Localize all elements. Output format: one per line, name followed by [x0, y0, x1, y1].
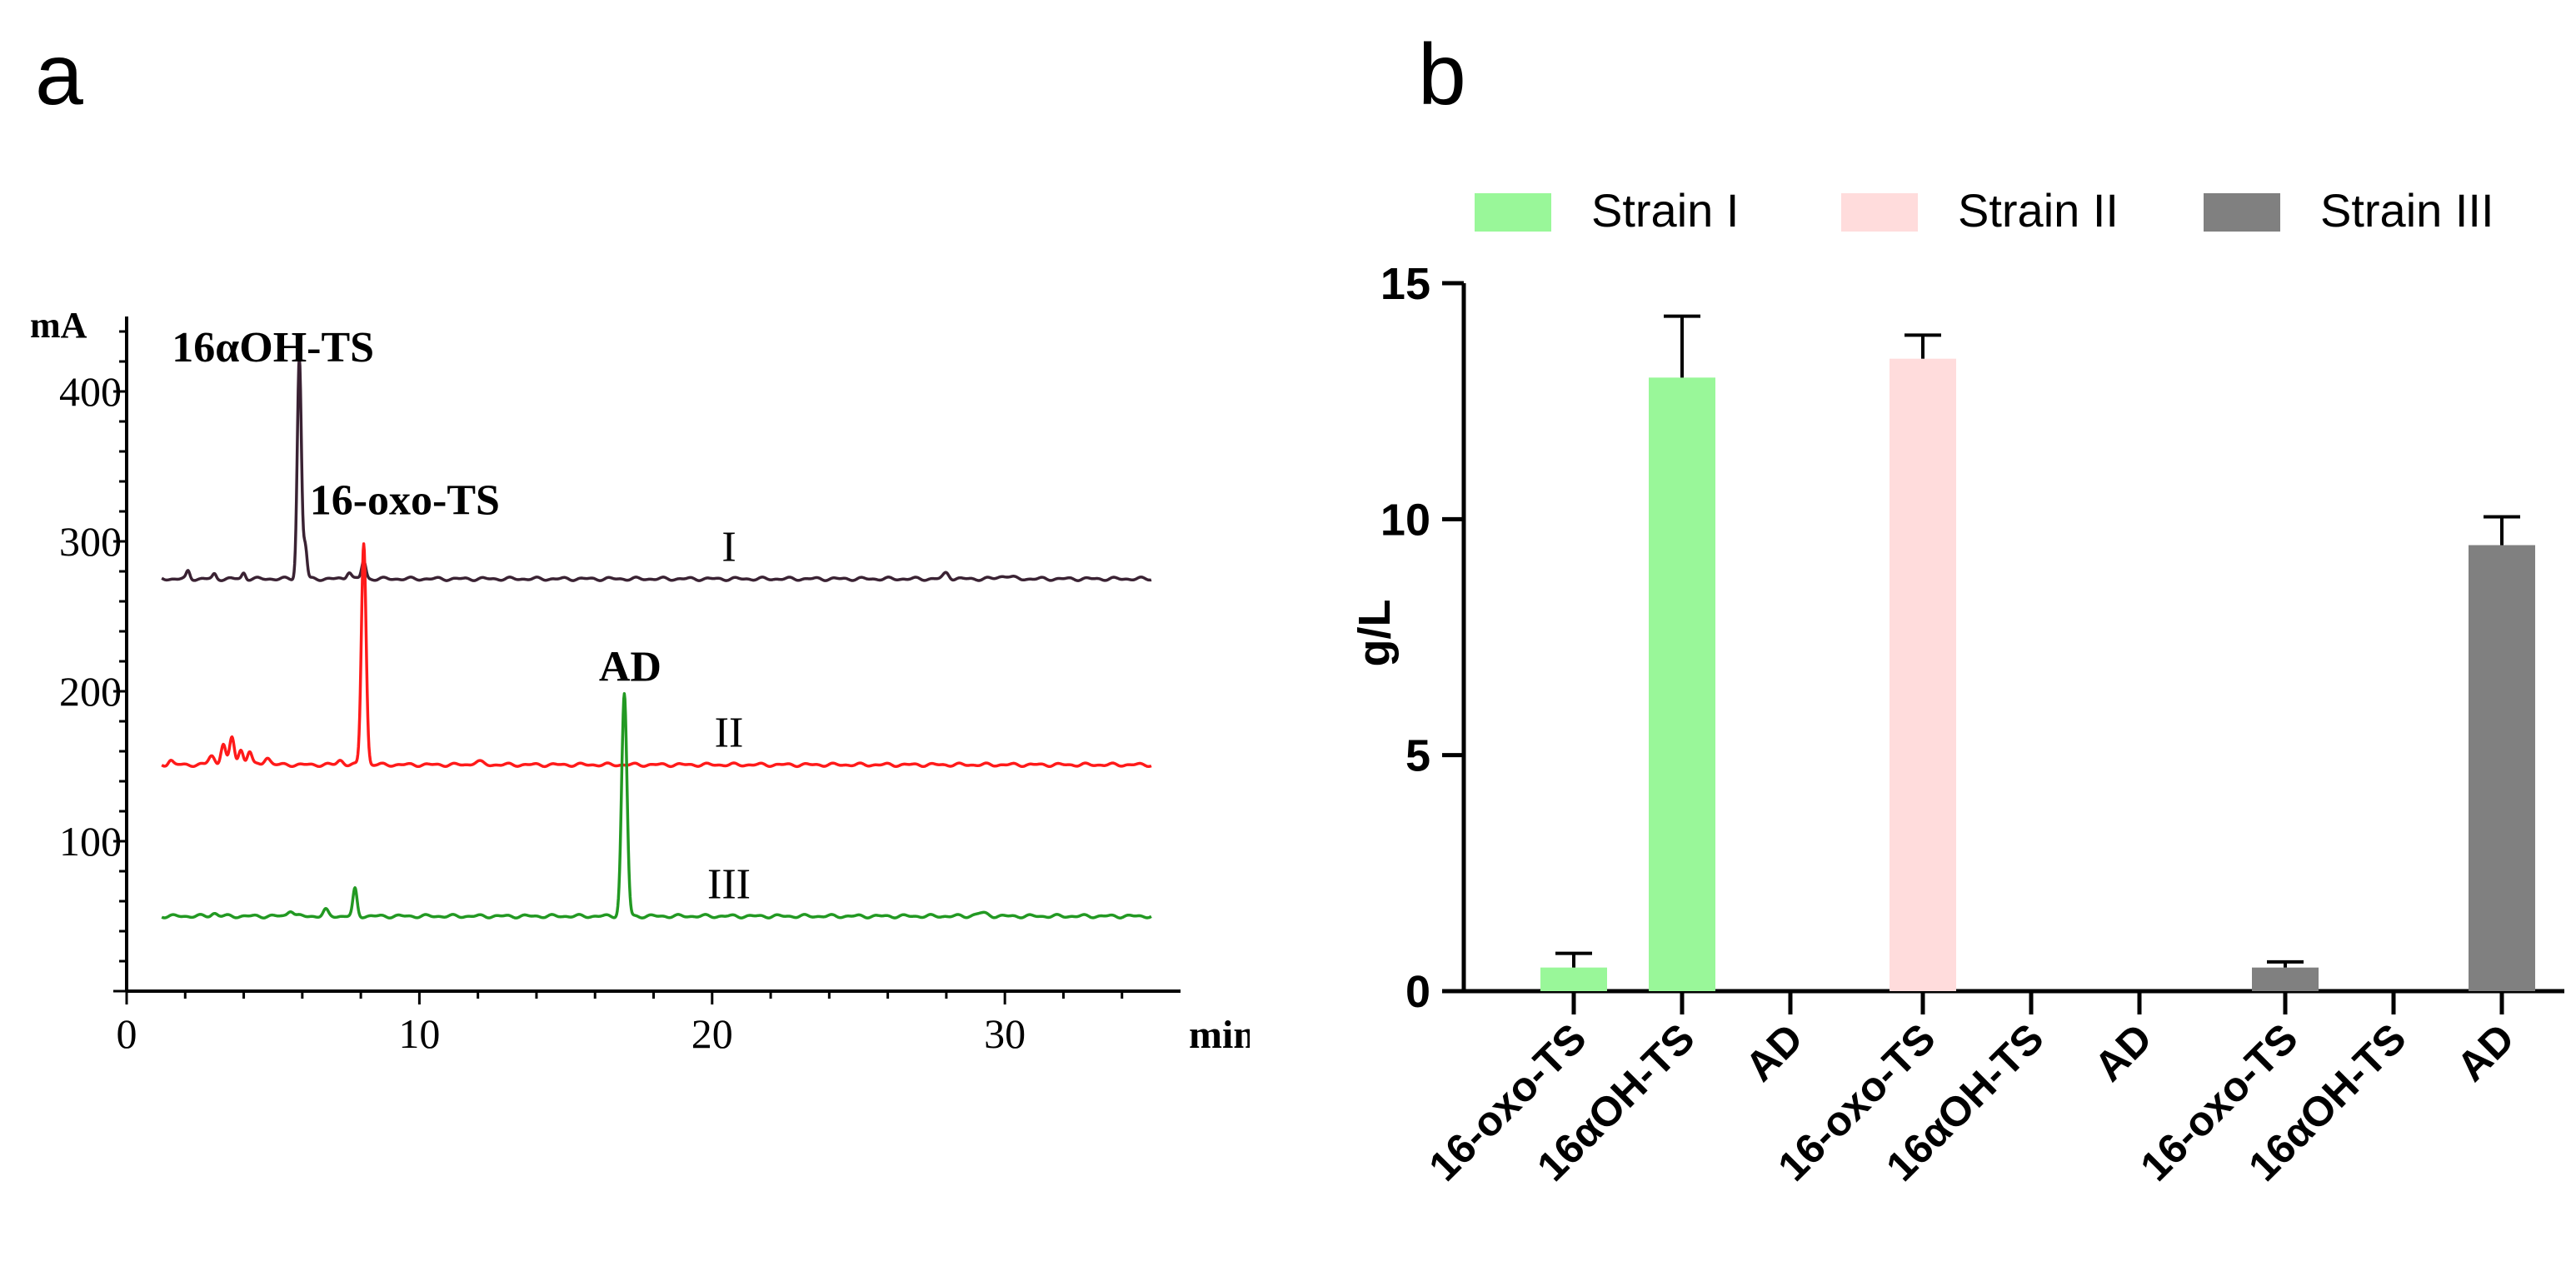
trace-label-i: I: [721, 523, 736, 571]
panel-label-a: a: [35, 27, 83, 123]
y-tick-label: 300: [59, 518, 122, 565]
y-axis-label: g/L: [1350, 600, 1400, 667]
panel-label-b: b: [1418, 27, 1466, 123]
bar-2-0: [2252, 967, 2319, 991]
bar-0-0: [1540, 967, 1607, 991]
legend-swatch-1: [1841, 193, 1918, 232]
peak-annotation-2: AD: [599, 643, 661, 690]
legend-label-1: Strain II: [1958, 184, 2119, 237]
y-tick-label: 10: [1380, 495, 1430, 545]
x-tick-label: 30: [984, 1010, 1026, 1057]
x-tick-label: 10: [398, 1010, 440, 1057]
y-tick-label: 200: [59, 668, 122, 715]
legend-swatch-2: [2204, 193, 2280, 232]
x-tick-label: AD: [1736, 1014, 1812, 1090]
legend-swatch-0: [1475, 193, 1551, 232]
x-axis-label: min: [1189, 1013, 1250, 1057]
y-tick-label: 400: [59, 368, 122, 415]
trace-label-ii: II: [715, 710, 744, 757]
x-tick-label: 0: [117, 1010, 137, 1057]
y-tick-label: 0: [1405, 967, 1430, 1017]
trace-ii: [161, 542, 1152, 769]
y-tick-label: 15: [1380, 259, 1430, 309]
x-tick-label: AD: [2448, 1014, 2524, 1090]
trace-label-iii: III: [707, 860, 751, 908]
bar-2-2: [2469, 545, 2535, 991]
trace-iii: [161, 692, 1152, 920]
legend-label-0: Strain I: [1591, 184, 1739, 237]
peak-annotation-1: 16-oxo-TS: [310, 477, 500, 525]
x-tick-label: 20: [691, 1010, 733, 1057]
chromatogram-chart: 0 10 20 30 min100200300400mAIIIIII16αOH-TS16…: [30, 305, 1250, 1057]
bar-1-0: [1890, 358, 1956, 992]
bar-0-1: [1649, 377, 1715, 991]
trace-i: [161, 355, 1152, 582]
x-tick-label: AD: [2085, 1014, 2161, 1090]
legend-label-2: Strain III: [2320, 184, 2494, 237]
y-tick-label: 100: [59, 818, 122, 865]
y-tick-label: 5: [1405, 731, 1430, 781]
peak-annotation-0: 16αOH-TS: [172, 324, 374, 371]
y-axis-label: mA: [30, 305, 87, 346]
